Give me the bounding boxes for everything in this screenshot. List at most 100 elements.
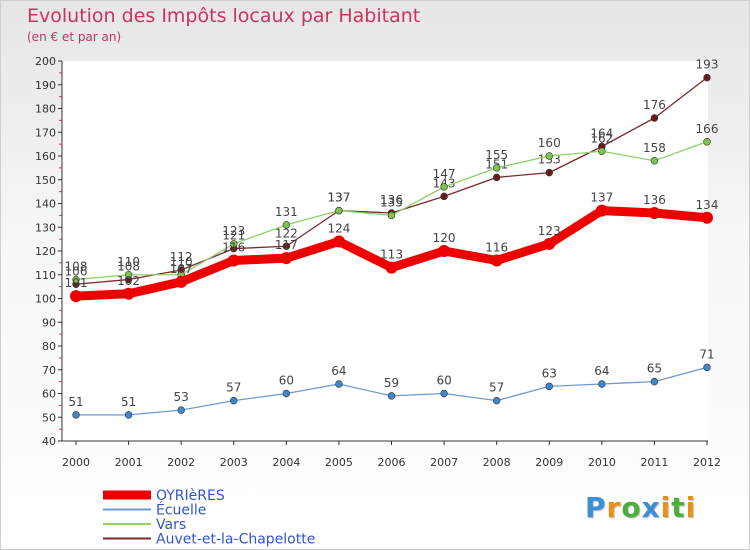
data-label: 137 <box>590 191 613 205</box>
data-point <box>492 396 501 405</box>
y-tick-label: 120 <box>35 245 56 258</box>
logo-letter: o <box>621 491 642 524</box>
data-point <box>545 382 553 391</box>
data-point <box>492 164 501 172</box>
data-label: 136 <box>643 193 666 207</box>
chart-title: Evolution des Impôts locaux par Habitant <box>27 5 421 27</box>
data-label: 193 <box>696 58 719 72</box>
data-label: 137 <box>327 191 350 205</box>
data-label: 166 <box>696 122 719 136</box>
data-point <box>230 396 238 405</box>
data-point <box>598 380 606 388</box>
data-point <box>124 271 133 279</box>
logo-letter: P <box>585 491 607 524</box>
data-label: 135 <box>380 195 403 209</box>
data-point <box>440 183 448 191</box>
x-tick-label: 2001 <box>115 456 143 469</box>
data-point <box>387 211 396 220</box>
data-point <box>72 411 80 419</box>
legend-label: OYRIèRES <box>156 488 225 504</box>
y-tick-label: 180 <box>35 103 56 116</box>
x-tick-label: 2005 <box>325 456 353 469</box>
plot-area <box>62 61 708 441</box>
data-label: 63 <box>542 366 557 380</box>
y-tick-label: 190 <box>35 79 56 92</box>
y-tick-label: 50 <box>42 411 56 424</box>
data-point <box>282 242 291 250</box>
data-label: 107 <box>170 262 193 276</box>
x-tick-label: 2008 <box>483 456 511 469</box>
data-label: 137 <box>327 191 350 205</box>
x-tick-label: 2003 <box>220 456 248 469</box>
x-tick-label: 2009 <box>535 456 563 469</box>
data-point <box>595 204 608 217</box>
y-tick-label: 80 <box>42 340 56 353</box>
x-tick-label: 2000 <box>62 456 90 469</box>
data-point <box>438 245 451 257</box>
data-label: 117 <box>275 238 298 252</box>
data-point <box>648 207 661 219</box>
y-tick-label: 60 <box>42 388 56 401</box>
data-label: 176 <box>643 98 666 112</box>
data-label: 51 <box>68 395 83 409</box>
data-point <box>545 152 553 160</box>
data-point <box>124 411 133 419</box>
data-point <box>177 406 185 414</box>
data-point <box>282 221 291 229</box>
data-point <box>703 73 711 82</box>
data-label: 57 <box>489 381 504 395</box>
data-label: 147 <box>433 167 456 181</box>
logo-letter: i <box>685 491 697 524</box>
data-label: 123 <box>538 224 561 238</box>
y-tick-label: 160 <box>35 150 56 163</box>
proxiti-logo: Proxiti <box>585 491 696 524</box>
data-label: 65 <box>647 362 662 376</box>
data-label: 136 <box>380 193 403 207</box>
data-point <box>650 114 659 122</box>
data-point <box>335 206 343 215</box>
data-point <box>385 261 398 274</box>
data-label: 60 <box>436 374 451 388</box>
logo-letter: i <box>660 491 672 524</box>
data-point <box>490 254 503 267</box>
y-tick-label: 100 <box>35 293 56 306</box>
x-tick-label: 2004 <box>272 456 300 469</box>
data-label: 57 <box>226 381 241 395</box>
data-point <box>598 147 606 155</box>
y-tick-label: 150 <box>35 174 56 187</box>
x-tick-label: 2002 <box>167 456 195 469</box>
data-label: 60 <box>279 374 294 388</box>
data-label: 116 <box>222 241 245 255</box>
data-label: 120 <box>433 231 456 245</box>
data-point <box>70 290 82 303</box>
data-label: 71 <box>699 347 714 361</box>
x-tick-label: 2006 <box>378 456 406 469</box>
x-tick-label: 2010 <box>588 456 616 469</box>
data-label: 64 <box>594 364 609 378</box>
data-label: 108 <box>117 260 140 274</box>
data-point <box>545 168 553 177</box>
logo-letter: x <box>641 491 661 524</box>
logo-letter: r <box>606 491 622 524</box>
y-tick-label: 140 <box>35 198 56 211</box>
data-point <box>72 275 80 284</box>
data-label: 158 <box>643 141 666 155</box>
data-label: 53 <box>174 390 189 404</box>
data-label: 116 <box>485 241 508 255</box>
data-point <box>650 157 659 165</box>
data-label: 160 <box>538 136 561 150</box>
data-label: 124 <box>327 222 350 236</box>
data-label: 51 <box>121 395 136 409</box>
data-label: 162 <box>590 131 613 145</box>
data-point <box>280 252 293 265</box>
data-point <box>650 377 659 386</box>
data-label: 108 <box>65 260 88 274</box>
y-tick-label: 40 <box>42 435 56 448</box>
x-tick-label: 2011 <box>640 456 668 469</box>
data-point <box>492 173 501 182</box>
y-tick-label: 200 <box>35 55 56 68</box>
y-tick-label: 70 <box>42 364 56 377</box>
legend-label: Écuelle <box>156 502 206 519</box>
data-label: 123 <box>222 224 245 238</box>
data-point <box>701 211 713 224</box>
